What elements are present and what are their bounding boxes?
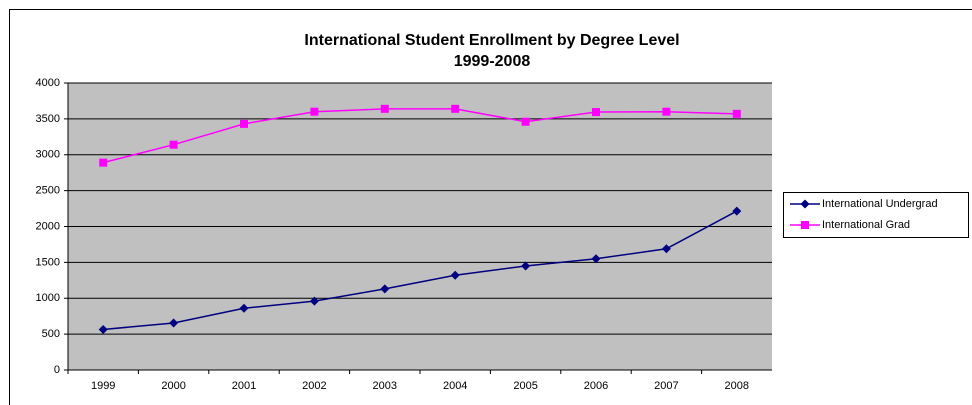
- chart-title: International Student Enrollment by Degr…: [304, 32, 679, 49]
- data-point: [239, 303, 249, 313]
- x-tick-label: 1999: [91, 380, 115, 392]
- x-tick-label: 2003: [373, 380, 397, 392]
- y-tick-label: 2000: [36, 220, 60, 232]
- y-tick-label: 3500: [36, 113, 60, 125]
- data-point: [592, 108, 600, 117]
- data-point: [521, 117, 530, 126]
- series-line: [103, 210, 738, 331]
- legend-label: International Undergrad: [822, 198, 938, 210]
- data-point: [661, 244, 671, 254]
- y-tick-label: 4000: [36, 77, 60, 89]
- chart-subtitle: 1999-2008: [454, 53, 531, 70]
- data-point: [310, 107, 319, 116]
- x-tick-label: 2007: [654, 380, 678, 392]
- data-point: [98, 324, 108, 334]
- y-tick-label: 1500: [36, 256, 60, 268]
- data-point: [450, 270, 460, 280]
- x-tick-label: 2000: [161, 380, 185, 392]
- legend-label: International Grad: [822, 219, 910, 231]
- y-tick-label: 500: [42, 328, 60, 340]
- x-tick-label: 2006: [584, 380, 608, 392]
- x-tick-label: 2004: [443, 380, 467, 392]
- x-tick-label: 2002: [302, 380, 326, 392]
- data-point: [169, 140, 178, 149]
- y-tick-label: 0: [54, 364, 60, 376]
- data-point: [169, 318, 179, 328]
- y-tick-label: 2500: [36, 185, 60, 197]
- data-point: [380, 284, 390, 294]
- x-tick-label: 2005: [513, 380, 537, 392]
- data-point: [662, 107, 671, 116]
- legend-marker: [801, 221, 809, 229]
- data-point: [309, 296, 319, 306]
- data-point: [99, 158, 108, 167]
- data-point: [521, 261, 531, 271]
- data-point: [240, 119, 248, 128]
- data-point: [732, 109, 741, 118]
- data-point: [380, 104, 389, 113]
- series-line: [103, 108, 737, 164]
- data-point: [451, 104, 460, 113]
- x-tick-label: 2008: [725, 380, 749, 392]
- x-tick-label: 2001: [232, 380, 256, 392]
- data-point: [732, 206, 742, 216]
- legend-box: [783, 192, 969, 238]
- y-tick-label: 1000: [36, 292, 60, 304]
- legend-marker: [800, 199, 810, 209]
- y-tick-label: 3000: [36, 149, 60, 161]
- data-point: [591, 254, 601, 264]
